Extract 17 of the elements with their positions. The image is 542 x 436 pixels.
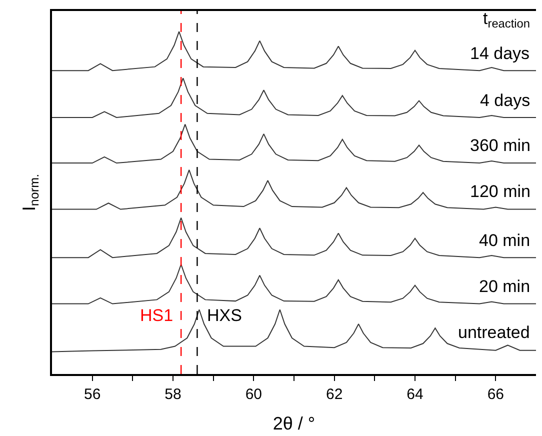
series-label: 4 days [480, 91, 530, 110]
x-tick-label: 62 [326, 386, 343, 403]
ref-line-label: HS1 [140, 306, 174, 325]
series-label: 14 days [470, 44, 530, 63]
x-tick-label: 56 [84, 386, 101, 403]
x-tick-label: 64 [406, 386, 424, 403]
ref-line-label: HXS [207, 306, 242, 325]
x-tick-label: 58 [164, 386, 182, 403]
series-label: 120 min [470, 182, 530, 201]
x-tick-label: 66 [487, 386, 504, 403]
series-label: 40 min [479, 231, 530, 250]
series-label: 360 min [470, 136, 530, 155]
x-tick-label: 60 [245, 386, 262, 403]
series-label: 20 min [479, 277, 530, 296]
x-axis-title: 2θ / ° [272, 413, 316, 434]
series-label: untreated [458, 323, 530, 342]
legend-title: t$_{reaction}$ [483, 9, 530, 31]
